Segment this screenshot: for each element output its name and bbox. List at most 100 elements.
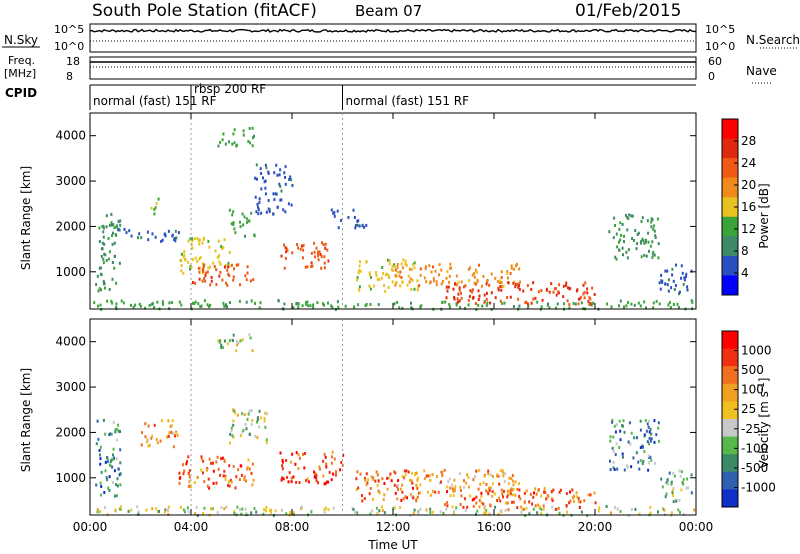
heatmap-cell: [568, 287, 571, 291]
heatmap-cell: [228, 484, 231, 488]
heatmap-cell: [189, 237, 192, 241]
heatmap-cell: [612, 466, 615, 470]
heatmap-cell: [443, 503, 446, 507]
heatmap-cell: [231, 213, 234, 217]
heatmap-cell: [452, 489, 455, 493]
heatmap-cell: [119, 461, 122, 465]
velocity-panel-bg: [90, 319, 696, 515]
heatmap-cell: [542, 504, 545, 508]
heatmap-cell: [158, 509, 160, 513]
x-tick-label: 12:00: [376, 520, 411, 534]
freq-label-line1: Freq.: [8, 54, 35, 67]
heatmap-cell: [499, 499, 502, 503]
heatmap-cell: [415, 499, 418, 503]
heatmap-cell: [284, 175, 286, 179]
heatmap-cell: [517, 297, 520, 301]
heatmap-cell: [639, 446, 642, 449]
heatmap-cell: [322, 243, 325, 247]
freq-panel-frame: [89, 56, 697, 80]
heatmap-cell: [323, 452, 326, 456]
heatmap-cell: [119, 505, 122, 509]
heatmap-cell: [241, 507, 244, 511]
heatmap-cell: [198, 257, 201, 261]
heatmap-cell: [432, 279, 435, 283]
heatmap-cell: [504, 472, 507, 476]
heatmap-cell: [228, 441, 231, 445]
heatmap-cell: [178, 481, 181, 485]
heatmap-cell: [484, 511, 487, 515]
heatmap-cell: [451, 487, 454, 491]
x-tick-label: 08:00: [275, 520, 310, 534]
heatmap-cell: [497, 288, 500, 292]
heatmap-cell: [145, 508, 148, 512]
colorbar-tick-label: 8: [741, 244, 749, 258]
heatmap-cell: [317, 258, 320, 262]
heatmap-cell: [502, 495, 504, 499]
heatmap-cell: [620, 233, 623, 237]
heatmap-cell: [256, 416, 259, 420]
heatmap-cell: [613, 216, 616, 220]
heatmap-cell: [543, 487, 546, 491]
heatmap-cell: [198, 277, 201, 281]
velocity-ylabel: Slant Range [km]: [19, 368, 33, 472]
heatmap-cell: [280, 198, 283, 202]
heatmap-cell: [102, 230, 105, 234]
heatmap-cell: [218, 340, 221, 344]
heatmap-cell: [641, 216, 644, 220]
heatmap-cell: [562, 284, 565, 288]
heatmap-cell: [208, 245, 211, 249]
heatmap-cell: [500, 276, 503, 280]
heatmap-cell: [370, 275, 372, 279]
heatmap-cell: [282, 477, 285, 481]
heatmap-cell: [627, 440, 630, 444]
heatmap-cell: [183, 469, 186, 473]
heatmap-cell: [112, 457, 115, 461]
heatmap-cell: [154, 235, 157, 239]
heatmap-cell: [648, 249, 650, 253]
heatmap-cell: [483, 293, 486, 297]
heatmap-cell: [471, 296, 474, 300]
heatmap-cell: [540, 289, 543, 293]
noise-panel-frame: [89, 23, 697, 53]
colorbar-tick-label: -500: [741, 461, 768, 475]
heatmap-cell: [565, 283, 567, 287]
heatmap-cell: [139, 304, 142, 308]
heatmap-cell: [394, 283, 397, 287]
heatmap-cell: [212, 461, 214, 465]
heatmap-cell: [412, 486, 414, 490]
heatmap-cell: [251, 349, 254, 353]
heatmap-cell: [111, 277, 114, 281]
heatmap-cell: [268, 208, 271, 212]
heatmap-cell: [401, 306, 404, 310]
heatmap-cell: [185, 462, 188, 466]
heatmap-cell: [97, 289, 100, 293]
heatmap-cell: [492, 475, 494, 478]
heatmap-cell: [571, 488, 574, 492]
heatmap-cell: [511, 500, 514, 504]
heatmap-cell: [210, 507, 213, 511]
heatmap-cell: [247, 458, 250, 462]
heatmap-cell: [244, 507, 247, 511]
heatmap-cell: [180, 303, 183, 307]
heatmap-cell: [429, 281, 432, 285]
heatmap-cell: [646, 219, 649, 223]
heatmap-cell: [223, 265, 226, 269]
heatmap-cell: [183, 253, 186, 257]
heatmap-cell: [116, 484, 119, 488]
heatmap-cell: [473, 271, 476, 275]
heatmap-cell: [412, 496, 415, 500]
heatmap-cell: [555, 306, 558, 310]
heatmap-cell: [259, 301, 262, 305]
heatmap-cell: [162, 302, 164, 306]
heatmap-cell: [519, 497, 522, 501]
heatmap-cell: [489, 504, 492, 508]
heatmap-cell: [633, 303, 636, 307]
heatmap-cell: [199, 305, 202, 309]
heatmap-cell: [478, 499, 481, 502]
heatmap-cell: [518, 494, 521, 498]
heatmap-cell: [323, 261, 326, 265]
heatmap-cell: [223, 238, 226, 242]
heatmap-cell: [462, 505, 465, 509]
heatmap-cell: [371, 497, 374, 501]
heatmap-cell: [469, 494, 472, 498]
